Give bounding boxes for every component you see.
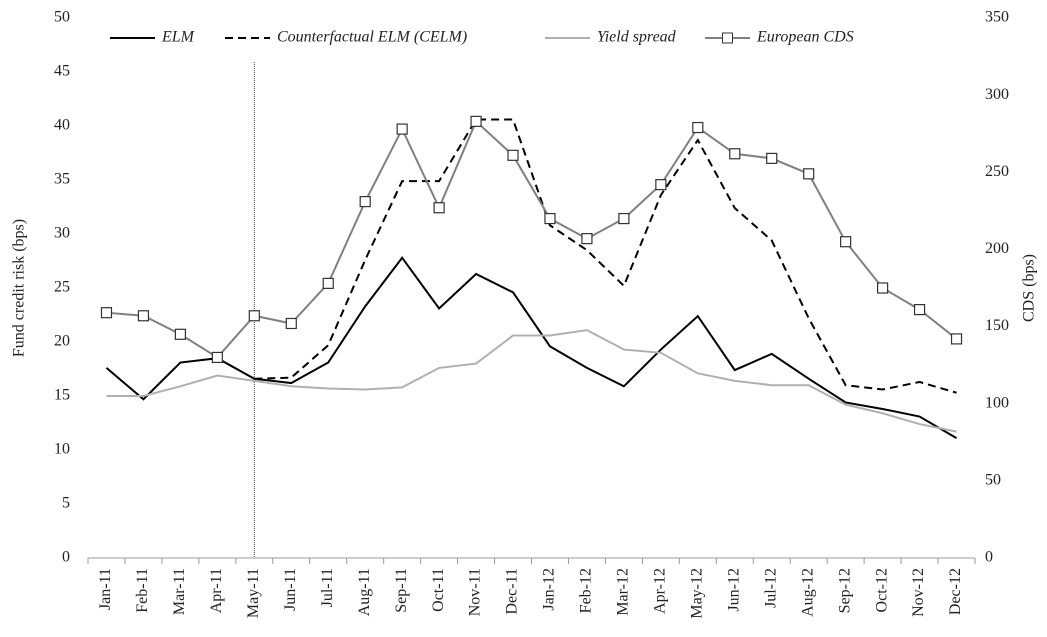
series-line [106,329,957,433]
x-tick-label: May-11 [245,568,262,618]
marker [174,328,186,340]
x-tick-label: Oct-11 [430,568,447,612]
y2-tick-label: 100 [985,394,1009,411]
y2-axis-title: CDS (bps) [1021,254,1038,322]
x-tick-label: Jan-12 [541,568,558,611]
y-tick-label: 50 [54,9,70,26]
y-tick-label: 0 [62,549,70,566]
x-tick-label: Jun-12 [725,568,742,612]
legend-marker [722,32,733,44]
marker [359,196,371,208]
x-tick-label: Dec-11 [504,568,521,615]
legend-label: Yield spread [597,29,677,46]
marker [433,202,445,214]
marker [692,121,704,134]
x-tick-label: Sep-11 [393,568,410,613]
x-tick-label: Apr-12 [652,568,669,614]
marker [840,236,852,248]
y-tick-label: 15 [54,387,70,404]
marker [211,351,223,364]
x-tick-label: Nov-11 [467,568,484,616]
y-tick-label: 30 [54,225,70,242]
marker [544,212,556,225]
marker [618,212,630,225]
x-tick-label: Jan-11 [97,568,114,610]
y-axis-title: Fund credit risk (bps) [11,219,28,357]
marker [766,152,778,164]
y-tick-label: 45 [54,63,70,80]
marker [803,168,815,180]
marker [100,307,113,319]
marker [396,123,408,135]
legend-label: Counterfactual ELM (CELM) [277,29,467,46]
x-tick-label: Jun-11 [282,568,299,611]
marker [655,179,667,191]
x-tick-label: Aug-12 [799,568,816,617]
x-tick-label: Mar-12 [615,568,632,616]
marker [322,277,334,289]
series-line [106,119,958,359]
y-tick-label: 40 [54,117,70,134]
series-line [105,256,958,439]
x-tick-label: Apr-11 [208,568,225,613]
y2-tick-label: 200 [985,240,1009,257]
y-tick-label: 25 [54,279,70,296]
marker [950,333,963,345]
x-tick-label: Mar-11 [171,568,188,615]
y2-tick-label: 50 [985,472,1001,489]
y2-tick-label: 150 [985,317,1009,334]
marker [877,282,889,294]
x-tick-label: Oct-12 [873,568,890,612]
y2-tick-label: 0 [985,549,993,566]
marker [913,304,926,316]
marker [729,148,741,160]
x-tick-label: Jul-12 [762,568,779,608]
y-tick-label: 10 [54,441,70,458]
marker [470,115,482,127]
x-tick-label: Feb-12 [578,568,595,613]
marker [137,310,150,322]
x-tick-label: May-12 [688,568,705,619]
x-tick-label: Feb-11 [134,568,151,613]
legend-label: European CDS [756,29,854,46]
marker [581,233,593,245]
legend-label: ELM [161,29,196,46]
x-tick-label: Sep-12 [836,568,853,613]
marker [285,317,297,330]
y2-tick-label: 250 [985,163,1009,180]
y-tick-label: 20 [54,333,70,350]
y-tick-label: 35 [54,171,70,188]
x-tick-label: Nov-12 [910,568,927,617]
x-tick-label: Dec-12 [947,568,964,615]
x-tick-label: Jul-11 [319,568,336,607]
x-tick-label: Aug-11 [356,568,373,616]
marker [507,149,519,161]
y-tick-label: 5 [62,495,70,512]
y2-tick-label: 300 [985,86,1009,103]
series-line [254,118,957,394]
y2-tick-label: 350 [985,9,1009,26]
marker [248,310,260,322]
